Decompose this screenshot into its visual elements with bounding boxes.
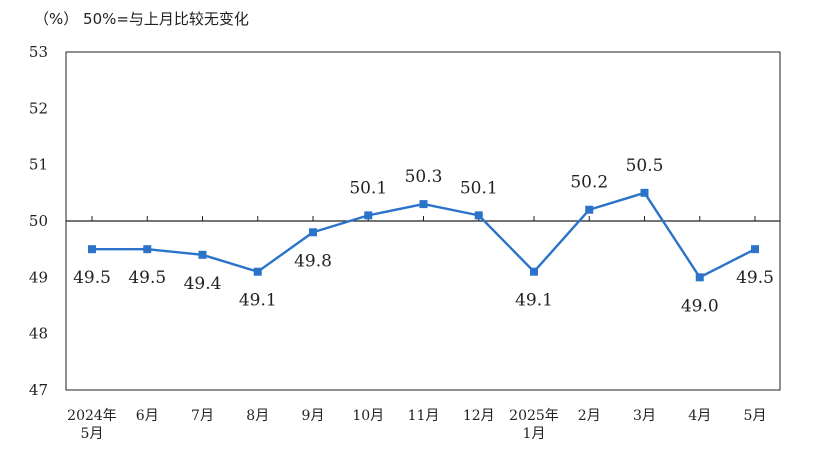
data-label: 49.5 <box>128 268 166 288</box>
x-tick-label: 9月 <box>302 408 325 424</box>
data-label: 49.1 <box>239 291 277 311</box>
data-label: 49.4 <box>184 274 222 294</box>
data-label: 50.1 <box>349 178 387 198</box>
reference-line-group <box>66 216 780 222</box>
data-label: 49.8 <box>294 251 332 271</box>
y-tick-label: 51 <box>29 156 48 174</box>
data-point <box>88 245 96 254</box>
data-label: 49.0 <box>681 296 719 316</box>
data-point <box>640 188 649 197</box>
x-tick-label: 5月 <box>744 408 767 424</box>
data-point <box>309 228 317 237</box>
y-axis: 53 52 51 50 49 48 47 <box>29 43 48 399</box>
data-point <box>474 211 483 220</box>
x-tick-label: 4月 <box>688 408 711 424</box>
data-point <box>364 211 373 220</box>
data-label: 50.1 <box>460 178 498 198</box>
data-labels: 49.5 49.5 49.4 49.1 49.8 50.1 50.3 50.1 49.1 50.2… <box>73 156 774 317</box>
data-point <box>751 245 759 254</box>
data-point <box>198 250 207 259</box>
x-tick-label: 2025年 1月 <box>509 408 559 442</box>
data-point <box>695 273 704 282</box>
y-tick-label: 49 <box>29 268 48 286</box>
data-label: 50.5 <box>626 156 664 176</box>
y-tick-label: 50 <box>29 212 48 230</box>
data-point <box>143 245 152 254</box>
y-tick-label: 48 <box>29 325 48 343</box>
x-tick-label: 7月 <box>191 408 214 424</box>
x-tick-label: 12月 <box>463 408 495 424</box>
data-label: 50.3 <box>405 167 443 187</box>
x-tick-label: 8月 <box>246 408 269 424</box>
x-tick-label: 3月 <box>633 408 656 424</box>
x-tick-label: 6月 <box>136 408 159 424</box>
data-point <box>253 267 262 276</box>
unit-note: （%） 50%=与上月比较无变化 <box>34 10 249 28</box>
data-label: 49.1 <box>515 291 553 311</box>
data-label: 50.2 <box>570 173 608 193</box>
data-point <box>530 267 538 276</box>
x-tick-label: 2024年 5月 <box>67 408 117 442</box>
data-label: 49.5 <box>73 268 111 288</box>
y-tick-label: 53 <box>29 43 48 61</box>
data-point <box>585 205 594 214</box>
y-tick-label: 47 <box>29 381 48 399</box>
data-point <box>419 200 428 209</box>
y-tick-label: 52 <box>29 99 48 117</box>
series-group <box>88 188 759 282</box>
x-axis: 2024年 5月 6月 7月 8月 9月 10月 11月 12月 2025年 1月 2月 3月 4月 5月 <box>67 408 766 442</box>
x-tick-label: 10月 <box>352 408 384 424</box>
data-label: 49.5 <box>736 268 774 288</box>
x-tick-label: 2月 <box>578 408 601 424</box>
x-tick-label: 11月 <box>408 408 440 424</box>
